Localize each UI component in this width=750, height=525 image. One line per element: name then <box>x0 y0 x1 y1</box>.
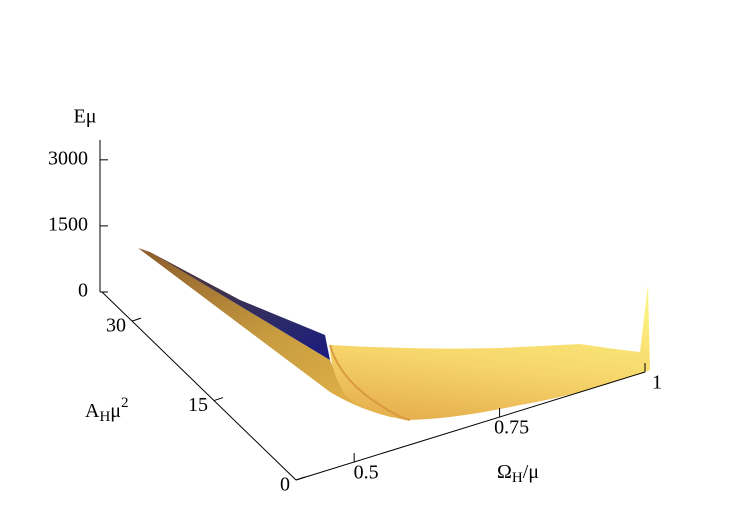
y-axis <box>101 291 297 481</box>
surface <box>138 248 650 421</box>
y-tick-label: 0 <box>280 474 290 496</box>
z-axis-label: Eμ <box>74 106 97 128</box>
y-tick <box>213 397 224 402</box>
y-tick-label: 30 <box>106 315 126 337</box>
x-tick-label: 1 <box>652 372 662 394</box>
label-part: Ω <box>497 461 512 483</box>
y-tick <box>131 317 142 322</box>
label-sub: H <box>99 409 110 425</box>
label-part: μ <box>110 400 121 422</box>
x-tick-label: 0.75 <box>494 417 529 439</box>
x-tick-label: 0.5 <box>354 462 379 484</box>
z-tick-label: 1500 <box>48 214 88 236</box>
y-axis-label: AHμ2 <box>85 395 129 425</box>
label-part: /μ <box>523 461 539 483</box>
y-tick <box>295 476 306 481</box>
label-sup: 2 <box>121 395 129 411</box>
label-sub: H <box>512 470 523 486</box>
x-axis-label: ΩH/μ <box>497 461 539 487</box>
label-part: A <box>85 400 100 422</box>
y-tick-label: 15 <box>188 394 208 416</box>
z-tick-label: 3000 <box>48 147 88 169</box>
z-tick-label: 0 <box>78 280 88 302</box>
